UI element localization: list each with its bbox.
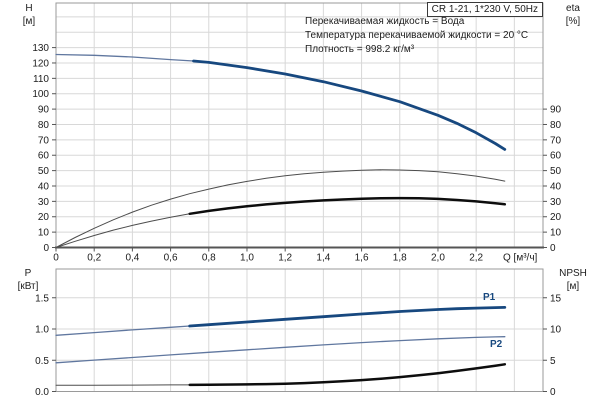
left-tick-label: 1.0	[35, 325, 49, 336]
right-tick-label: 40	[550, 181, 562, 192]
right-tick-label: 80	[550, 120, 562, 131]
eta-axis-unit: [%]	[565, 16, 581, 27]
left-tick-label: 30	[38, 197, 50, 208]
left-tick-label: 1.5	[35, 293, 49, 304]
power-npsh-chart-tick-labels: 0.0 0.5 1.0 1.5 0 5 10 15	[35, 293, 561, 398]
x-tick-label: 2,2	[469, 253, 483, 264]
x-tick-label: 0,6	[164, 253, 178, 264]
power-npsh-chart-ticks	[52, 297, 547, 392]
operating-conditions: Перекачиваемая жидкость = Вода Температу…	[305, 15, 528, 57]
power-npsh-chart: 0.0 0.5 1.0 1.5 0 5 10 15	[35, 268, 562, 398]
right-tick-label: 0	[550, 387, 556, 398]
right-tick-label: 30	[550, 197, 562, 208]
right-tick-label: 60	[550, 151, 562, 162]
eta-axis-symbol: eta	[566, 3, 580, 14]
P2-curve	[55, 336, 506, 364]
left-tick-label: 70	[38, 135, 50, 146]
npsh-axis-unit: [м]	[566, 281, 580, 292]
right-tick-label: 70	[550, 135, 562, 146]
right-tick-label: 0	[550, 243, 556, 254]
head-efficiency-chart-tick-labels: 0 10 20 30 40 50 60 70 80 90 100 110 120 130 0 10 20 30 40…	[32, 43, 561, 263]
left-tick-label: 0.0	[35, 387, 49, 398]
left-tick-label: 120	[32, 58, 49, 69]
left-tick-label: 20	[38, 212, 50, 223]
P1-curve-thin	[55, 325, 191, 336]
npsh-axis-title: NPSH [м]	[550, 267, 596, 293]
fluid-annotation: Перекачиваемая жидкость = Вода	[305, 16, 465, 27]
x-tick-label: 1,6	[355, 253, 369, 264]
right-tick-label: 50	[550, 166, 562, 177]
power-npsh-chart-border	[55, 268, 544, 392]
eta-axis-title: eta [%]	[556, 2, 590, 28]
left-tick-label: 40	[38, 181, 50, 192]
x-tick-label: 1,8	[393, 253, 407, 264]
right-tick-label: 10	[550, 325, 562, 336]
H-Q-curve-thick	[192, 59, 507, 151]
right-tick-label: 90	[550, 105, 562, 116]
pump-model-label: CR 1-21, 1*230 V, 50Hz	[431, 4, 538, 15]
left-tick-label: 130	[32, 43, 49, 54]
head-efficiency-chart-ticks	[52, 47, 547, 252]
q-axis-unit-label: Q [м³/ч]	[503, 253, 538, 264]
p1-curve-label: P1	[483, 292, 496, 303]
right-tick-label: 10	[550, 228, 562, 239]
eta-pump-curve	[55, 169, 506, 248]
x-tick-label: 1,4	[316, 253, 330, 264]
eta-total-curve-thin	[55, 213, 191, 248]
left-tick-label: 0	[43, 243, 49, 254]
right-tick-label: 5	[550, 356, 556, 367]
h-axis-symbol: H	[25, 3, 33, 14]
x-tick-label: 1,2	[278, 253, 292, 264]
left-tick-label: 10	[38, 228, 50, 239]
npsh-axis-symbol: NPSH	[559, 268, 587, 279]
x-tick-label: 0,8	[202, 253, 216, 264]
pump-model-box: CR 1-21, 1*230 V, 50Hz	[426, 2, 543, 17]
x-tick-label: 1,0	[240, 253, 254, 264]
left-tick-label: 100	[32, 89, 49, 100]
p2-curve-label: P2	[490, 339, 503, 350]
left-tick-label: 80	[38, 120, 50, 131]
temperature-annotation: Температура перекачиваемой жидкости = 20…	[305, 30, 529, 41]
P1-curve-thick	[188, 306, 507, 328]
density-annotation: Плотность = 998.2 кг/м³	[305, 44, 415, 55]
right-tick-label: 15	[550, 293, 562, 304]
head-efficiency-chart: 0 10 20 30 40 50 60 70 80 90 100 110 120 130 0 10 20 30 40…	[32, 2, 562, 264]
head-efficiency-chart-grid	[56, 3, 543, 248]
p-axis-symbol: P	[24, 268, 32, 279]
NPSH-curve-thick	[188, 363, 507, 387]
p-axis-unit: [кВт]	[17, 281, 39, 292]
left-tick-label: 60	[38, 151, 50, 162]
x-tick-label: 0,2	[87, 253, 101, 264]
h-axis-title: H [м]	[14, 2, 44, 28]
x-tick-label: 2,0	[431, 253, 445, 264]
p-axis-title: P [кВт]	[8, 267, 48, 293]
h-axis-unit: [м]	[22, 16, 36, 27]
eta-total-curve-thick	[188, 196, 507, 216]
H-Q-curve-thin	[55, 53, 195, 62]
left-tick-label: 50	[38, 166, 50, 177]
x-tick-label: 0	[53, 253, 59, 264]
left-tick-label: 0.5	[35, 356, 49, 367]
left-tick-label: 110	[33, 74, 49, 85]
power-npsh-chart-curves	[55, 306, 507, 387]
left-tick-label: 90	[38, 105, 50, 116]
x-tick-label: 0,4	[125, 253, 139, 264]
head-efficiency-chart-curves	[55, 53, 507, 248]
right-tick-label: 20	[550, 212, 562, 223]
